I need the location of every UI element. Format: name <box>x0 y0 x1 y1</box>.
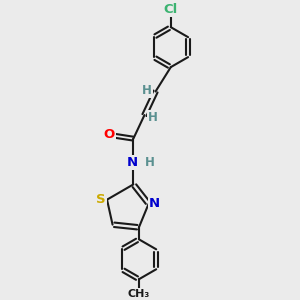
Text: H: H <box>145 156 155 169</box>
Text: O: O <box>103 128 115 141</box>
Text: CH₃: CH₃ <box>128 289 150 299</box>
Text: H: H <box>142 84 152 97</box>
Text: Cl: Cl <box>164 3 178 16</box>
Text: N: N <box>126 156 137 169</box>
Text: H: H <box>148 111 158 124</box>
Text: N: N <box>148 197 160 210</box>
Text: S: S <box>96 193 106 206</box>
